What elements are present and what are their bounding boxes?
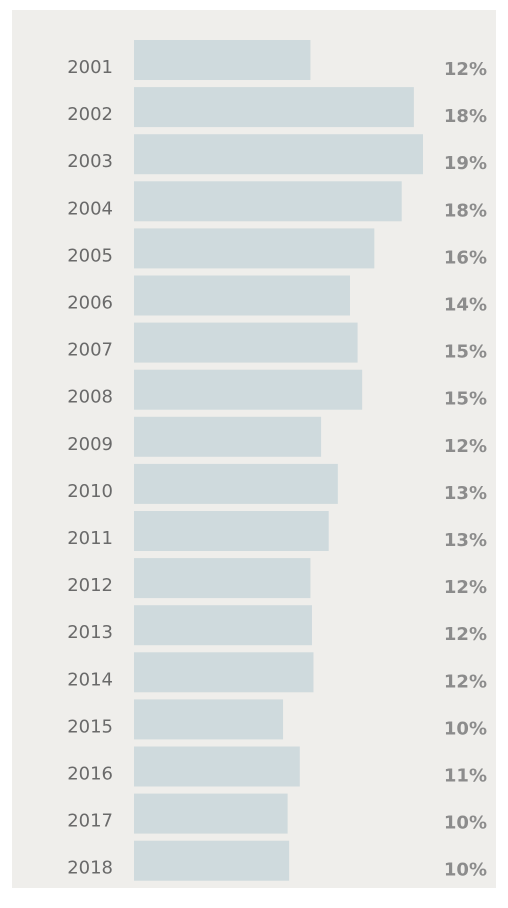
bar [134, 416, 322, 457]
bar [134, 558, 311, 599]
value-label: 19% [444, 153, 487, 174]
bar [134, 40, 311, 80]
value-label: 10% [444, 718, 487, 739]
value-label: 10% [444, 860, 487, 881]
bar [134, 181, 402, 222]
value-label: 10% [444, 813, 487, 834]
bar [134, 275, 350, 316]
bar [134, 369, 363, 410]
bar [134, 511, 329, 551]
category-label: 2016 [67, 764, 113, 785]
value-label: 15% [444, 342, 487, 363]
category-label: 2001 [67, 57, 113, 78]
category-label: 2010 [67, 481, 113, 502]
value-label: 12% [444, 436, 487, 457]
category-label: 2006 [67, 293, 113, 314]
category-label: 2012 [67, 575, 113, 596]
value-label: 12% [444, 577, 487, 598]
value-label: 18% [444, 200, 487, 221]
category-label: 2018 [67, 858, 113, 879]
bar [134, 134, 423, 175]
category-label: 2002 [67, 104, 113, 125]
category-label: 2005 [67, 245, 113, 266]
value-label: 18% [444, 106, 487, 127]
bar [134, 228, 375, 269]
bar [134, 699, 284, 740]
category-label: 2008 [67, 387, 113, 408]
bar [134, 652, 314, 693]
bar [134, 793, 288, 834]
bar [134, 840, 290, 881]
category-label: 2014 [67, 669, 113, 690]
bar [134, 322, 358, 363]
bar [134, 87, 414, 128]
value-label: 13% [444, 483, 487, 504]
category-label: 2004 [67, 198, 113, 219]
category-label: 2015 [67, 716, 113, 737]
category-label: 2011 [67, 528, 113, 549]
category-label: 2003 [67, 151, 113, 172]
category-label: 2017 [67, 811, 113, 832]
bar [134, 746, 300, 787]
value-label: 16% [444, 247, 487, 268]
value-label: 12% [444, 671, 487, 692]
value-label: 15% [444, 389, 487, 410]
category-label: 2009 [67, 434, 113, 455]
bar [134, 463, 338, 504]
value-label: 12% [444, 59, 487, 80]
value-label: 14% [444, 295, 487, 316]
bar [134, 605, 312, 646]
value-label: 11% [444, 766, 487, 787]
value-label: 13% [444, 530, 487, 551]
value-label: 12% [444, 624, 487, 645]
category-label: 2013 [67, 622, 113, 643]
category-label: 2007 [67, 340, 113, 361]
